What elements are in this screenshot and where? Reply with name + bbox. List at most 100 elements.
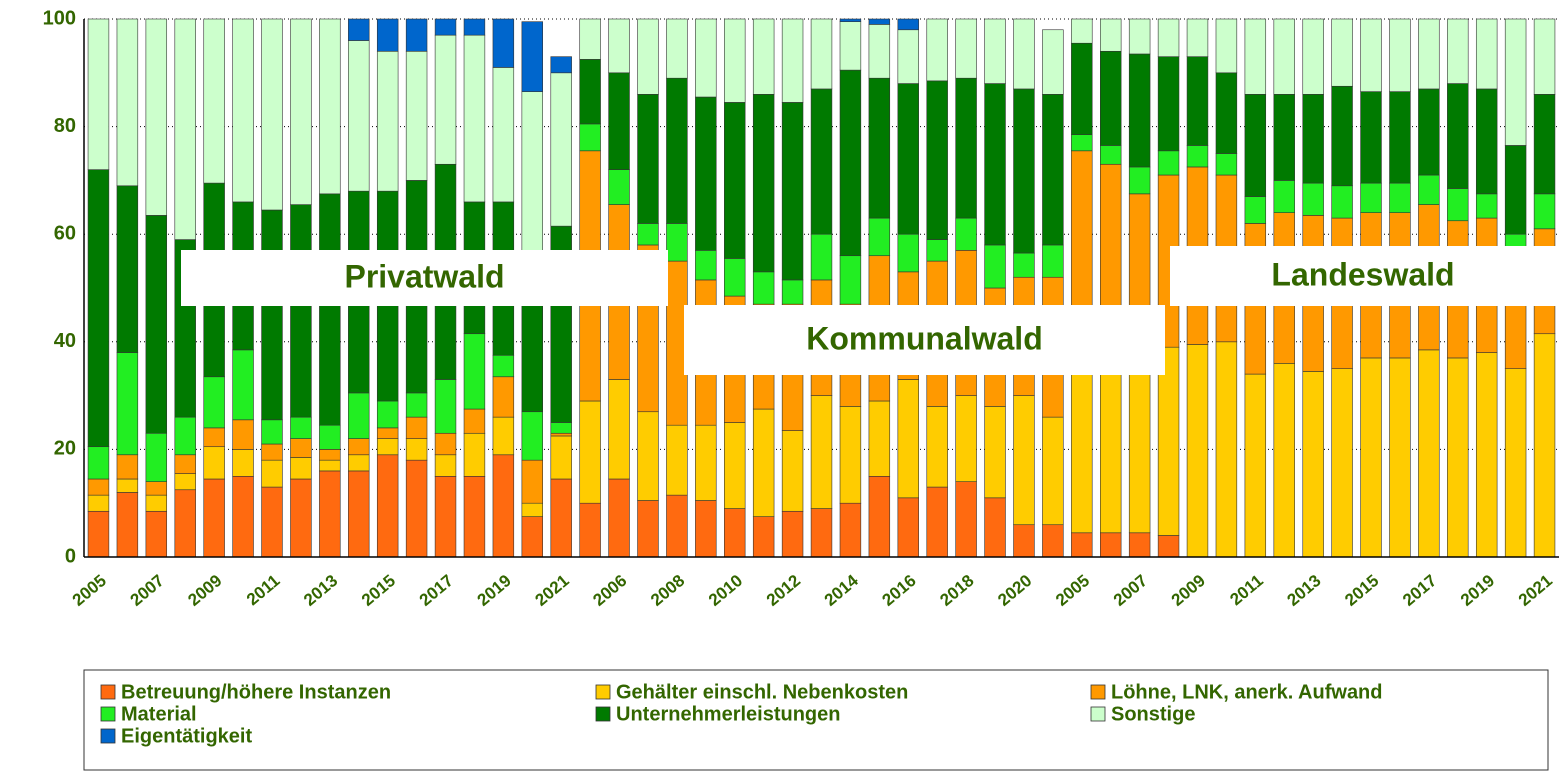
bar-segment (781, 430, 804, 512)
bar-segment (1042, 416, 1064, 526)
bar-segment (637, 500, 659, 558)
bar-segment (839, 502, 862, 558)
x-tick-label: 2009 (184, 571, 225, 610)
bar-segment (174, 454, 196, 474)
bar-segment (492, 67, 515, 203)
bar-segment (434, 379, 457, 434)
bar-segment (376, 438, 399, 456)
bar-segment (579, 123, 601, 152)
bar-segment (116, 352, 139, 456)
bar-segment (868, 217, 891, 257)
bar-segment (550, 432, 572, 437)
bar-segment (492, 376, 515, 418)
legend-label: Betreuung/höhere Instanzen (121, 681, 391, 703)
bar-segment (145, 18, 168, 216)
x-tick-label: 2014 (821, 571, 863, 610)
bar-segment (1533, 333, 1556, 558)
bar-segment (1157, 150, 1180, 176)
legend-label: Unternehmerleistungen (616, 703, 840, 725)
bar-segment (521, 411, 543, 461)
bar-segment (781, 510, 804, 558)
bar-segment (87, 494, 110, 512)
bar-segment (1244, 196, 1267, 224)
bar-segment (724, 258, 746, 297)
bar-segment (1071, 134, 1093, 152)
bar-segment (637, 94, 659, 224)
y-tick-label: 0 (65, 545, 76, 567)
bar-segment (1215, 72, 1238, 154)
bar-segment (897, 18, 919, 31)
y-tick-label: 100 (43, 7, 76, 29)
bar-segment (1215, 153, 1238, 176)
bar-segment (810, 508, 833, 558)
x-tick-label: 2007 (1110, 571, 1151, 610)
bar-segment (637, 18, 659, 95)
bar-segment (781, 18, 804, 103)
bar-segment (376, 427, 399, 439)
bar-segment (984, 18, 1006, 84)
bar-segment (724, 18, 746, 103)
bar-segment (1157, 535, 1180, 558)
bar-segment (1475, 88, 1498, 195)
x-tick-label: 2011 (243, 571, 283, 609)
x-tick-label: 2019 (474, 571, 515, 610)
bar-segment (637, 411, 659, 501)
bar-segment (1157, 18, 1180, 57)
bar-segment (319, 470, 341, 558)
bar-segment (695, 96, 717, 251)
bar-segment (752, 94, 775, 273)
bar-segment (376, 50, 399, 192)
bar-segment (695, 250, 717, 281)
bar-segment (492, 416, 515, 456)
bar-segment (232, 475, 254, 558)
bar-segment (1331, 85, 1353, 187)
bar-segment (405, 392, 428, 418)
bar-segment (637, 223, 659, 246)
bar-segment (463, 432, 486, 477)
bar-segment (1013, 252, 1035, 278)
bar-segment (319, 449, 341, 461)
bar-segment (608, 478, 630, 558)
bar-segment (1447, 18, 1469, 84)
bar-segment (434, 475, 457, 558)
bar-segment (984, 497, 1006, 558)
bar-segment (1533, 18, 1556, 95)
bar-segment (319, 193, 341, 426)
bar-segment (492, 354, 515, 378)
bar-segment (261, 459, 283, 488)
bar-segment (608, 72, 630, 170)
x-tick-label: 2015 (358, 571, 399, 610)
legend-swatch (100, 728, 116, 744)
bar-segment (261, 209, 283, 421)
bar-segment (926, 486, 948, 558)
bar-segment (348, 18, 370, 41)
bar-segment (724, 508, 746, 558)
bar-segment (926, 406, 948, 488)
bar-segment (405, 416, 428, 439)
bar-segment (1042, 94, 1064, 246)
bar-segment (1215, 341, 1238, 558)
bar-segment (1100, 352, 1122, 534)
bar-segment (550, 72, 572, 227)
bar-segment (1071, 532, 1093, 558)
bar-segment (1273, 18, 1295, 95)
bar-segment (1273, 94, 1295, 181)
bar-segment (1042, 524, 1064, 558)
bar-segment (145, 432, 168, 482)
bar-segment (434, 34, 457, 165)
bar-segment (695, 18, 717, 98)
bar-segment (666, 424, 688, 496)
x-tick-label: 2012 (763, 571, 804, 610)
legend-label: Eigentätigkeit (121, 725, 252, 747)
bar-segment (348, 438, 370, 456)
bar-segment (116, 185, 139, 353)
legend-label: Material (121, 703, 197, 725)
bar-segment (868, 400, 891, 477)
bar-segment (839, 255, 862, 305)
bar-segment (897, 233, 919, 273)
bar-segment (1389, 357, 1411, 558)
bar-segment (608, 18, 630, 74)
bar-segment (955, 77, 977, 219)
bar-segment (695, 424, 717, 501)
